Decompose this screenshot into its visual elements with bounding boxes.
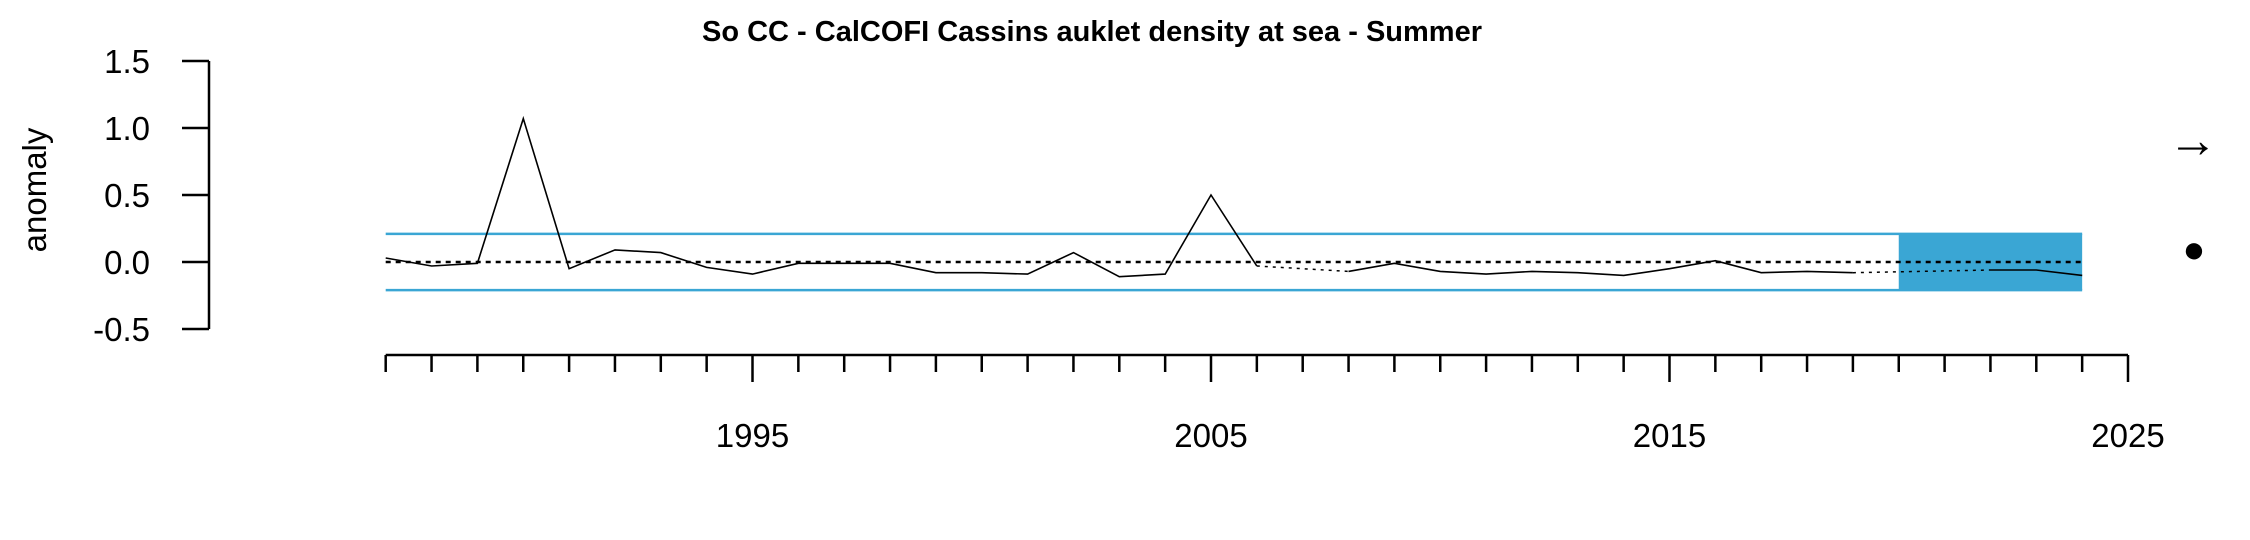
x-tick-label: 2015 — [1633, 417, 1706, 454]
x-tick-label: 1995 — [716, 417, 789, 454]
y-tick-label: -0.5 — [93, 311, 150, 348]
x-tick-label: 2005 — [1174, 417, 1247, 454]
y-axis-label: anomaly — [16, 127, 53, 252]
y-tick-label: 1.5 — [104, 43, 150, 80]
series-lines — [385, 115, 2083, 278]
y-tick-label: 1.0 — [104, 110, 150, 147]
series-line — [385, 115, 1258, 278]
trend-arrow-icon: → — [2168, 112, 2218, 168]
y-tick-label: 0.0 — [104, 244, 150, 281]
series-gap-line — [1256, 265, 1349, 273]
series-line — [1990, 269, 2083, 277]
sd-bands — [385, 232, 2083, 292]
series-line — [1348, 259, 1853, 277]
series-gap-line — [1852, 269, 1991, 274]
chart-title: So CC - CalCOFI Cassins auklet density a… — [702, 16, 1482, 48]
y-axis: 1.5 1.0 0.5 0.0 -0.5 — [93, 43, 211, 348]
x-axis: 1995 2005 2015 2025 — [384, 353, 2165, 454]
mean-indicator-icon: ● — [2183, 229, 2206, 271]
x-tick-label: 2025 — [2091, 417, 2164, 454]
y-tick-label: 0.5 — [104, 177, 150, 214]
